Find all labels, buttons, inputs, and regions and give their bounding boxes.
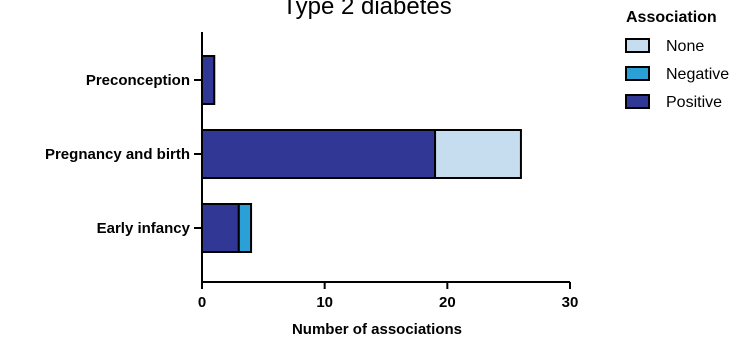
- bar-pregnancy-and-birth-positive: [201, 129, 437, 179]
- bars-group: [201, 55, 522, 253]
- legend-label-positive: Positive: [666, 94, 722, 111]
- x-tick-label: 0: [198, 294, 206, 311]
- legend-swatch-none: [625, 38, 650, 53]
- x-tick-label: 20: [439, 294, 456, 311]
- bar-early-infancy-negative: [237, 203, 253, 253]
- legend-title: Association: [626, 9, 717, 26]
- legend-swatch-positive: [625, 94, 650, 109]
- legend-items-group: None Negative Positive: [625, 38, 729, 111]
- bar-preconception-positive: [201, 55, 216, 105]
- x-ticks-group: 0 10 20 30: [198, 282, 579, 311]
- legend-label-negative: Negative: [666, 66, 729, 83]
- x-tick-label: 30: [562, 294, 579, 311]
- x-axis-title: Number of associations: [292, 321, 462, 338]
- y-ticks-group: Preconception Pregnancy and birth Early in…: [45, 72, 202, 237]
- y-tick-label: Preconception: [86, 72, 190, 89]
- bar-early-infancy-positive: [201, 203, 240, 253]
- x-tick-label: 10: [316, 294, 333, 311]
- y-tick-label: Pregnancy and birth: [45, 146, 190, 163]
- chart-title: Type 2 diabetes: [282, 0, 451, 20]
- legend-swatch-negative: [625, 66, 650, 81]
- bar-pregnancy-and-birth-none: [434, 129, 522, 179]
- legend-label-none: None: [666, 38, 704, 55]
- y-tick-label: Early infancy: [97, 220, 191, 237]
